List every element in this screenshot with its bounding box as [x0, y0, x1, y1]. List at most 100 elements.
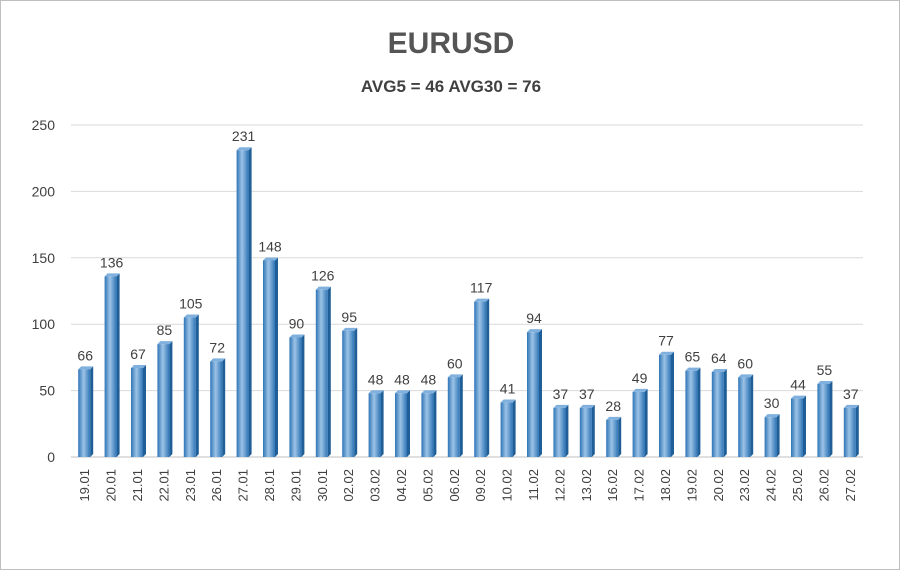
x-tick-label: 25.02 — [790, 469, 805, 502]
bar-side — [829, 380, 833, 457]
bar — [553, 407, 566, 457]
bar — [791, 398, 803, 457]
bar-top — [764, 414, 780, 418]
x-tick-label: 27.01 — [236, 469, 251, 502]
bar-top — [474, 298, 490, 302]
bar-side — [90, 366, 94, 457]
bar — [315, 289, 328, 457]
y-axis: 0 50 100 150 200 250 — [32, 117, 56, 465]
data-label: 95 — [341, 309, 357, 325]
bar-group — [527, 329, 542, 457]
bar-top — [659, 351, 674, 355]
x-tick-label: 11.02 — [526, 469, 541, 501]
bar-top — [527, 329, 542, 333]
bar-group — [289, 334, 305, 457]
bar — [685, 370, 698, 457]
bar-side — [301, 334, 305, 457]
bar-top — [791, 395, 806, 399]
bar-top — [131, 365, 146, 369]
bar-side — [407, 390, 410, 457]
bar — [78, 369, 91, 457]
y-tick-label: 0 — [47, 449, 55, 465]
bar-top — [447, 374, 463, 378]
data-label: 85 — [157, 322, 173, 338]
data-label: 66 — [77, 347, 93, 363]
bar-side — [433, 390, 437, 457]
bar-side — [354, 327, 358, 457]
bar-top — [315, 286, 331, 290]
y-tick-label: 150 — [32, 250, 56, 266]
x-tick-label: 27.02 — [843, 469, 858, 502]
x-tick-label: 10.02 — [500, 469, 515, 502]
bar-side — [143, 365, 146, 457]
bar-group — [131, 365, 146, 457]
bar-top — [500, 399, 516, 403]
x-tick-label: 20.01 — [104, 469, 119, 502]
x-tick-label: 29.01 — [288, 469, 303, 502]
bar-group — [236, 147, 252, 457]
bar-group — [791, 395, 806, 457]
data-label: 231 — [232, 128, 256, 144]
bar-side — [855, 404, 859, 457]
bar — [606, 419, 619, 457]
bar-top — [368, 390, 384, 394]
bar-top — [606, 416, 622, 420]
data-label: 94 — [526, 310, 542, 326]
bar-side — [222, 358, 226, 457]
bar-top — [289, 334, 305, 338]
bar-top — [738, 374, 754, 378]
x-tick-label: 19.01 — [77, 469, 92, 502]
bar — [183, 317, 196, 457]
x-tick-label: 06.02 — [447, 469, 462, 502]
data-label: 37 — [579, 386, 595, 402]
bar — [104, 276, 117, 457]
bar-top — [78, 366, 94, 370]
bar-top — [157, 341, 173, 345]
bar-side — [275, 257, 278, 457]
bar — [236, 150, 249, 457]
bar-side — [671, 351, 674, 457]
bar — [817, 383, 830, 457]
bar — [447, 377, 460, 457]
x-tick-label: 24.02 — [764, 469, 779, 502]
bar — [632, 391, 645, 457]
data-label: 136 — [100, 254, 124, 270]
bar-group — [685, 367, 701, 457]
bar-group — [183, 314, 199, 457]
y-tick-label: 200 — [32, 183, 56, 199]
data-label: 148 — [258, 238, 282, 254]
bar-side — [565, 404, 569, 457]
bar-top — [579, 404, 595, 408]
data-label: 64 — [711, 350, 727, 366]
bar — [342, 330, 355, 457]
x-tick-label: 21.01 — [130, 469, 145, 502]
data-label: 90 — [289, 315, 305, 331]
chart-title: EURUSD — [387, 27, 515, 60]
x-tick-label: 16.02 — [605, 469, 620, 502]
bar-group — [342, 327, 358, 457]
x-tick-label: 26.01 — [209, 469, 224, 502]
bar-group — [421, 390, 437, 457]
x-tick-label: 12.02 — [552, 469, 567, 502]
bar-side — [169, 341, 173, 457]
bar-group — [738, 374, 754, 457]
data-label: 67 — [130, 346, 146, 362]
gridlines — [71, 124, 863, 458]
x-tick-label: 23.01 — [183, 469, 198, 502]
bar-group — [104, 273, 120, 457]
bar-side — [512, 399, 516, 457]
x-tick-label: 18.02 — [658, 469, 673, 502]
x-tick-label: 26.02 — [816, 469, 831, 502]
data-label: 65 — [685, 349, 701, 365]
bars — [78, 147, 859, 457]
bar-side — [195, 314, 199, 457]
data-label: 60 — [447, 355, 463, 371]
x-tick-label: 05.02 — [420, 469, 435, 502]
bar-side — [591, 404, 595, 457]
x-tick-label: 17.02 — [632, 469, 647, 502]
bar-group — [764, 414, 780, 457]
x-tick-label: 23.02 — [737, 469, 752, 502]
data-label: 44 — [790, 377, 806, 393]
bar-group — [315, 286, 331, 457]
